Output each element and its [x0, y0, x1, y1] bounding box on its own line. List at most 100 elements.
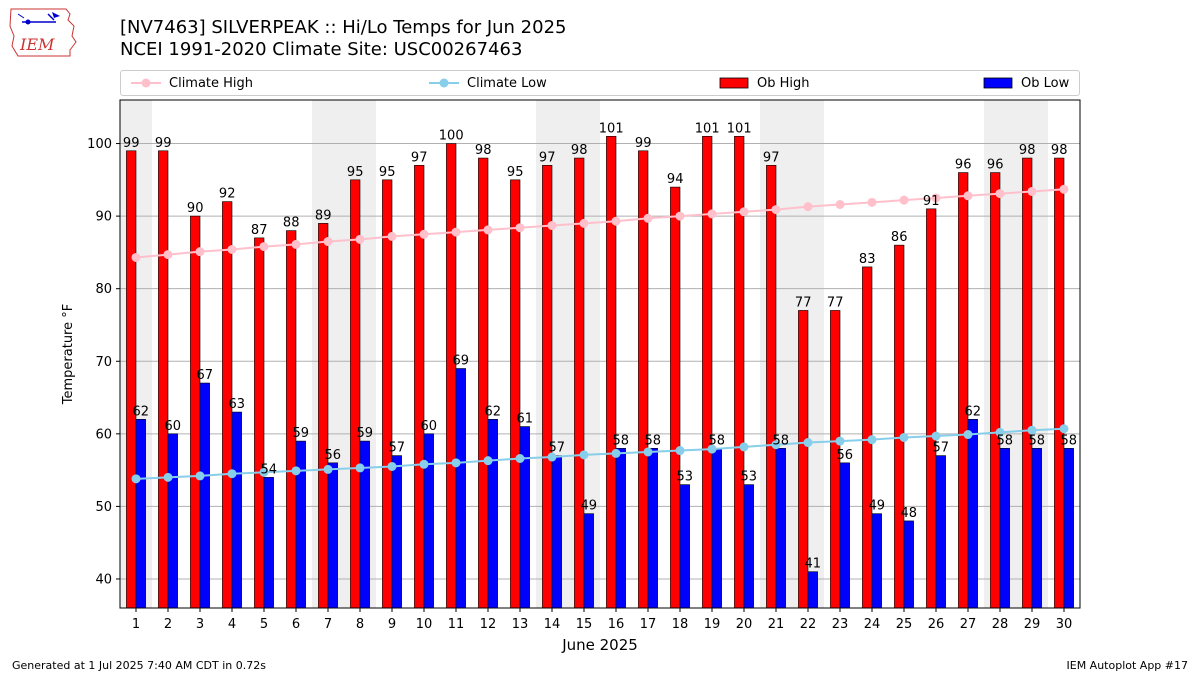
ob-high-bar: [894, 244, 905, 609]
ob-low-bar: [967, 419, 978, 609]
climate-high-point: [867, 197, 877, 207]
ob-high-label: 92: [219, 187, 236, 202]
weekend-shading: [120, 100, 1048, 608]
weekend-shade-day-14: [536, 100, 568, 608]
x-tick-label: 1: [132, 617, 140, 632]
ob-high-bar: [670, 186, 681, 609]
ob-high-label: 77: [795, 295, 812, 310]
climate-high-point: [675, 211, 685, 221]
ob-high-bar: [574, 157, 585, 609]
ob-low-bar: [583, 513, 594, 609]
ob-high-bar: [862, 266, 873, 609]
climate-high-point: [323, 237, 333, 247]
ob-high-label: 97: [539, 150, 556, 165]
legend: Climate High Climate Low Ob High Ob Low: [120, 70, 1080, 96]
ob-high-bar: [542, 165, 553, 609]
climate-high-point: [707, 209, 717, 219]
weekend-shade-day-1: [120, 100, 152, 608]
ob-high-label: 99: [123, 136, 140, 151]
ob-low-label: 60: [165, 419, 182, 434]
ob-high-label: 101: [695, 121, 720, 136]
x-tick-label: 29: [1024, 617, 1041, 632]
x-tick-label: 20: [736, 617, 753, 632]
ob-high-label: 99: [155, 136, 172, 151]
ob-high-label: 95: [507, 165, 524, 180]
climate-low-point: [163, 472, 173, 482]
ob-high-label: 101: [599, 121, 624, 136]
logo-text: IEM: [19, 35, 55, 54]
x-tick-label: 18: [672, 617, 689, 632]
ob-low-label: 49: [869, 499, 886, 514]
climate-high-point: [803, 202, 813, 212]
legend-item-climate-low: Climate Low: [429, 71, 547, 95]
climate-low-point: [1059, 424, 1069, 434]
ob-low-label: 67: [197, 368, 214, 383]
climate-low-point: [611, 448, 621, 458]
climate-high-point: [611, 216, 621, 226]
ob-low-bar: [839, 462, 850, 609]
climate-low-point: [771, 440, 781, 450]
ob-high-label: 98: [571, 143, 588, 158]
ob-low-bar: [999, 448, 1010, 609]
climate-low-point: [291, 466, 301, 476]
x-tick-label: 7: [324, 617, 332, 632]
ob-low-label: 41: [805, 557, 822, 572]
ob-low-bar: [295, 440, 306, 609]
ob-low-bar: [871, 513, 882, 609]
legend-label-ob-high: Ob High: [757, 75, 810, 91]
ob-high-label: 98: [1019, 143, 1036, 158]
y-tick-label: 90: [95, 210, 112, 225]
ob-low-bar: [263, 477, 274, 609]
x-tick-label: 2: [164, 617, 172, 632]
ob-high-bar: [446, 143, 457, 609]
x-tick-label: 3: [196, 617, 204, 632]
x-tick-label: 23: [832, 617, 849, 632]
x-tick-label: 4: [228, 617, 236, 632]
ob-low-label: 61: [517, 412, 534, 427]
climate-high-point: [419, 229, 429, 239]
climate-high-point: [643, 213, 653, 223]
ob-low-bar: [807, 571, 818, 609]
climate-high-point: [163, 250, 173, 260]
climate-low-point: [803, 438, 813, 448]
ob-high-bar: [318, 223, 329, 609]
weekend-shade-day-7: [312, 100, 344, 608]
climate-high-point: [771, 205, 781, 215]
ob-low-label: 48: [901, 506, 918, 521]
ob-high-label: 99: [635, 136, 652, 151]
legend-item-ob-high: Ob High: [719, 71, 810, 95]
x-tick-label: 15: [576, 617, 593, 632]
ob-high-bar: [414, 165, 425, 609]
ob-low-label: 58: [1029, 433, 1046, 448]
ob-low-label: 62: [485, 404, 502, 419]
ob-low-bar: [455, 368, 466, 609]
ob-low-label: 53: [741, 470, 758, 485]
ob-low-bar: [775, 448, 786, 609]
ob-high-label: 100: [439, 129, 464, 144]
data-labels: 99 62 99 60 90 67 92 63 87 54 88 59 89 56 95 59 95 57 97 60…: [123, 121, 1077, 571]
x-tick-label: 27: [960, 617, 977, 632]
climate-low-point: [995, 427, 1005, 437]
climate-low-point: [643, 447, 653, 457]
ob-low-label: 58: [1061, 433, 1078, 448]
ob-high-bar: [382, 179, 393, 609]
x-tick-label: 24: [864, 617, 881, 632]
ob-high-label: 101: [727, 121, 752, 136]
ob-high-label: 96: [987, 158, 1004, 173]
ob-low-bar: [903, 520, 914, 609]
y-axis-label: Temperature °F: [61, 304, 76, 405]
ob-low-bar: [551, 455, 562, 609]
ob-high-bar: [606, 135, 617, 609]
climate-low-point: [739, 442, 749, 452]
ob-high-bar: [478, 157, 489, 609]
ob-high-bar: [510, 179, 521, 609]
ob-low-label: 53: [677, 470, 694, 485]
ob-low-label: 49: [581, 499, 598, 514]
ob-high-label: 90: [187, 201, 204, 216]
weekend-shade-day-21: [760, 100, 792, 608]
ob-high-bar: [830, 310, 841, 609]
ob-high-label: 94: [667, 172, 684, 187]
ob-low-bar: [135, 419, 146, 609]
climate-high-point: [1059, 184, 1069, 194]
